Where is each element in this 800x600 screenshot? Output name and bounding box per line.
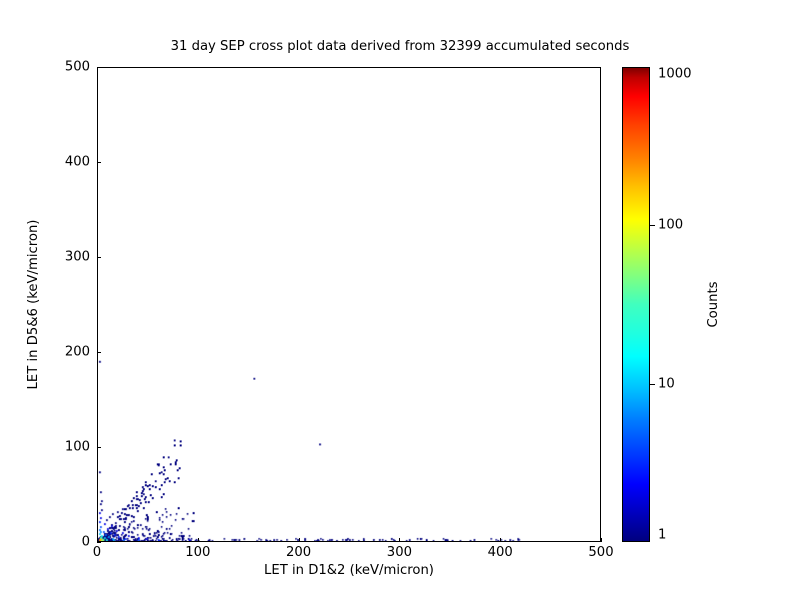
y-tick-mark [97,162,101,163]
y-tick-label: 300 [64,249,90,265]
x-tick-mark [601,538,602,542]
x-tick-mark [399,538,401,542]
x-tick-mark [197,538,199,542]
y-tick-label: 400 [64,154,90,170]
x-tick-mark [97,538,98,542]
y-axis-label: LET in D5&6 (keV/micron) [26,219,41,390]
x-tick-label: 200 [286,545,312,560]
y-tick-mark [97,257,101,258]
x-axis-label: LET in D1&2 (keV/micron) [264,563,434,578]
y-tick-mark [97,67,101,68]
colorbar-tick-mark [650,383,655,385]
y-tick-label: 100 [64,439,90,455]
x-tick-mark [500,538,502,542]
x-tick-mark [298,538,300,542]
y-tick-label: 500 [64,59,90,75]
scatter-data-canvas [98,68,600,541]
plot-area [97,67,601,542]
colorbar-tick-label: 1000 [658,66,692,82]
y-tick-mark [97,352,101,353]
x-tick-label: 300 [386,545,412,560]
x-tick-label: 100 [185,545,211,560]
plot-title-line-1: 31 day SEP cross plot data derived from … [170,38,630,54]
colorbar-tick-label: 10 [658,376,675,392]
y-tick-label: 200 [64,344,90,360]
colorbar-tick-label: 1 [658,527,667,543]
y-tick-mark [97,542,101,543]
colorbar-label: Counts [706,281,721,328]
colorbar [622,67,650,542]
x-tick-label: 500 [588,545,614,560]
colorbar-tick-mark [650,225,655,227]
y-tick-label: 0 [81,534,90,550]
x-tick-label: 0 [92,545,102,560]
colorbar-tick-label: 100 [658,217,684,233]
y-tick-mark [97,447,101,448]
x-tick-label: 400 [487,545,513,560]
